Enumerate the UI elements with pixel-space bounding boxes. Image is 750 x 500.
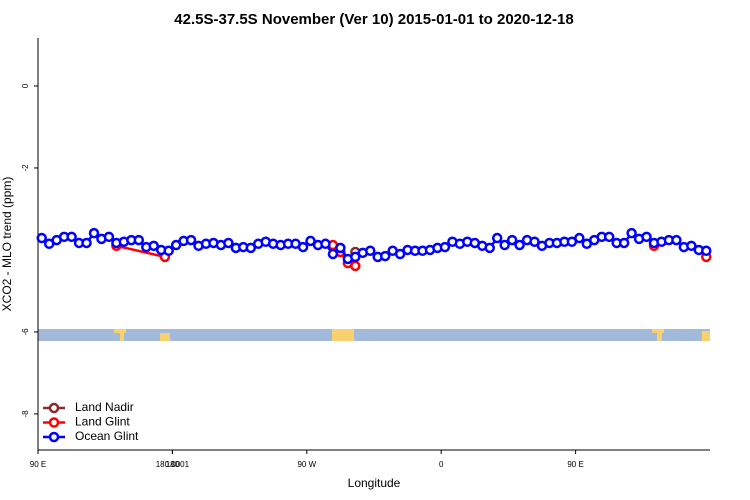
point <box>686 240 697 252</box>
point <box>88 227 100 239</box>
x-tick-label: 90 E <box>30 460 46 469</box>
legend-label: Ocean Glint <box>75 429 139 443</box>
point <box>671 234 682 246</box>
y-axis-label: XCO2 - MLO trend (ppm) <box>0 177 14 312</box>
point <box>103 231 115 243</box>
point <box>529 236 540 247</box>
point <box>148 240 159 252</box>
point <box>394 248 406 260</box>
point <box>133 234 145 246</box>
y-tick-label: 0 <box>21 83 30 88</box>
x-tick-label: 180 <box>166 460 180 469</box>
point <box>506 234 518 246</box>
point <box>36 232 47 244</box>
legend-marker <box>48 417 60 428</box>
x-tick-label: 180.0001 <box>156 460 190 469</box>
point <box>618 237 630 249</box>
point <box>350 260 361 272</box>
point <box>626 227 637 239</box>
point <box>514 239 525 251</box>
surface-strip <box>38 329 710 341</box>
chart-title: 42.5S-37.5S November (Ver 10) 2015-01-01… <box>174 11 573 28</box>
point <box>484 242 495 254</box>
y-tick-label: -8 <box>21 410 30 418</box>
point <box>66 231 77 243</box>
point <box>379 250 391 262</box>
point <box>170 239 182 251</box>
x-tick-label: 0 <box>439 460 444 469</box>
point <box>603 231 615 243</box>
point <box>245 242 257 254</box>
x-tick-label: 90 E <box>567 460 583 469</box>
y-tick-label: -6 <box>21 328 30 336</box>
point <box>223 237 234 249</box>
point <box>499 239 510 251</box>
legend-label: Land Nadir <box>75 400 134 414</box>
point <box>163 245 174 257</box>
point <box>305 235 316 247</box>
point <box>297 241 309 253</box>
point <box>491 232 503 244</box>
point <box>350 251 361 263</box>
point <box>335 242 346 254</box>
point <box>641 231 652 243</box>
x-axis-label: Longitude <box>348 476 401 490</box>
point <box>365 245 376 257</box>
y-tick-label: -2 <box>21 164 30 172</box>
point <box>701 245 712 257</box>
legend-marker <box>48 431 60 443</box>
legend-label: Land Glint <box>75 415 130 429</box>
point <box>81 237 92 249</box>
legend-marker <box>48 402 60 414</box>
x-tick-label: 90 W <box>297 460 316 469</box>
point <box>574 232 585 244</box>
point <box>439 241 451 253</box>
point <box>327 248 339 260</box>
point <box>185 234 197 246</box>
point <box>320 238 331 250</box>
